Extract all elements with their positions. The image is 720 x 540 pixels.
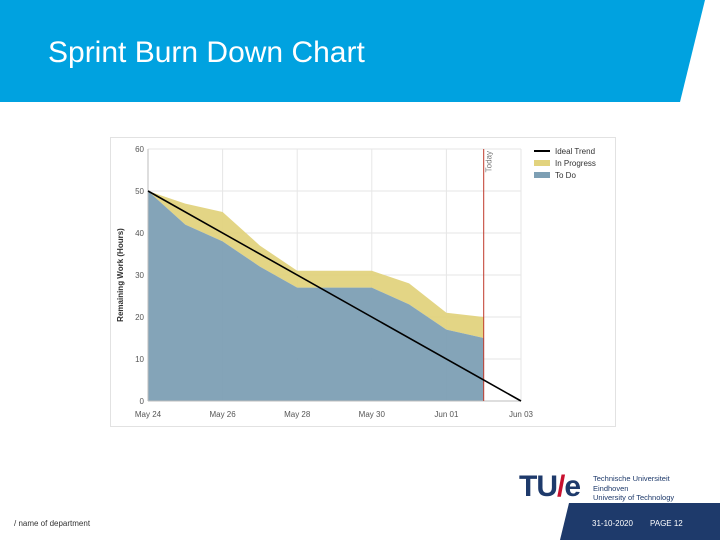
slide-title: Sprint Burn Down Chart (48, 36, 365, 69)
logo-mark: TU/e (519, 470, 581, 504)
y-tick-label: 30 (135, 271, 144, 280)
y-tick-label: 20 (135, 313, 144, 322)
logo-mark-tu: TU (519, 470, 558, 503)
y-tick-label: 0 (140, 397, 145, 406)
today-label: Today (485, 151, 494, 172)
in-progress-area (148, 191, 484, 338)
logo-line-2: Eindhoven (593, 483, 629, 493)
legend-label-to-do: To Do (555, 171, 576, 180)
legend-swatch-in-progress (534, 160, 550, 166)
slide-header: Sprint Burn Down Chart (0, 0, 720, 102)
legend-swatch-to-do (534, 172, 550, 178)
footer-department: / name of department (14, 519, 91, 528)
x-tick-label: Jun 03 (509, 410, 534, 419)
x-tick-label: Jun 01 (434, 410, 459, 419)
logo-line-3: University of Technology (593, 493, 675, 502)
y-tick-label: 10 (135, 355, 144, 364)
footer-page-number: PAGE 12 (650, 519, 683, 528)
logo-mark-e: e (564, 470, 581, 503)
chart-canvas: Today 0 10 20 30 40 50 60 May 24 May 26 May 28 May … (116, 145, 596, 419)
to-do-area (148, 191, 484, 401)
x-tick-label: May 24 (135, 410, 162, 419)
footer-bar (0, 503, 720, 540)
y-tick-label: 40 (135, 229, 144, 238)
legend-label-in-progress: In Progress (555, 159, 596, 168)
header-banner (0, 0, 705, 102)
x-tick-label: May 26 (209, 410, 236, 419)
y-tick-label: 60 (135, 145, 144, 154)
burn-down-chart: Today 0 10 20 30 40 50 60 May 24 May 26 May 28 May … (110, 137, 616, 427)
ideal-trend-line (147, 190, 522, 402)
logo-text: Technische Universiteit Eindhoven Univer… (593, 474, 674, 503)
x-tick-label: May 30 (359, 410, 386, 419)
x-tick-label: May 28 (284, 410, 311, 419)
tue-logo: TU/e Technische Universiteit Eindhoven U… (519, 470, 699, 506)
footer-band (560, 503, 720, 540)
logo-mark-slash: / (557, 470, 565, 503)
footer-date: 31-10-2020 (592, 519, 633, 528)
legend-label-ideal-trend: Ideal Trend (555, 147, 595, 156)
y-axis-label: Remaining Work (Hours) (116, 228, 125, 322)
logo-line-1: Technische Universiteit (593, 474, 670, 483)
y-tick-label: 50 (135, 187, 144, 196)
